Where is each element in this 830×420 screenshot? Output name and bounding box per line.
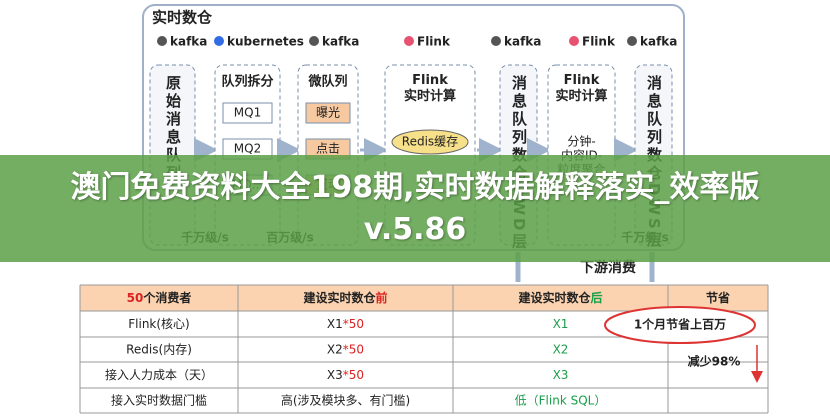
item-label: Redis缓存 [402,135,458,149]
cell-part: 节省 [706,290,730,305]
logo-icon [157,36,167,46]
logo-label: kafka [504,35,541,49]
table-cell: X3*50 [327,368,364,382]
cell-part: 前 [376,290,388,305]
table-cell: 接入实时数据门槛 [111,392,207,407]
cell-part: 50 [127,291,144,305]
column-title: Flink 实时计算 [404,73,456,104]
cell-part: *50 [343,317,364,331]
item-label: MQ1 [234,106,261,120]
cell-part: X3 [553,368,569,382]
cell-part: *50 [343,342,364,356]
logo-icon [404,36,414,46]
table-cell: 建设实时数仓后 [517,290,602,305]
logo-label: kafka [322,35,359,49]
logo-icon [214,36,224,46]
cell-part: Redis(内存) [126,342,192,356]
downstream-label: 下游消费 [580,259,636,276]
cell-part: 后 [591,290,603,305]
logo-icon [569,36,579,46]
logo-label: Flink [582,35,616,49]
column-title-line: 实时计算 [555,88,607,104]
column-title-line: 实时计算 [404,88,456,104]
table-cell: X3 [553,368,569,382]
column-title-line: Flink [412,73,448,88]
table-cell: Flink(核心) [128,317,190,331]
logo-icon [309,36,319,46]
logo-label: kafka [640,35,677,49]
logo-label: Flink [417,35,451,49]
highlight-ellipse [604,306,756,344]
cell-part: X2 [327,342,343,356]
table-cell: 接入人力成本（天） [105,367,213,382]
item-label: 点击 [316,142,340,156]
cell-part: 建设实时数仓 [517,290,591,305]
column-title: 微队列 [307,74,347,90]
table-cell: X2*50 [327,342,364,356]
column-title: Flink 实时计算 [555,73,607,104]
cache-cylinder [391,129,469,155]
cell-part: 接入实时数据门槛 [111,392,207,407]
logo-icon [627,36,637,46]
item-label: MQ2 [234,142,261,156]
banner: 澳门免费资料大全198期,实时数据解释落实_效率版v.5.86 [0,155,830,262]
column-title: 队列拆分 [221,74,273,90]
cell-part: 低（Flink SQL） [515,393,607,407]
cell-part: X2 [553,342,569,356]
logo-label: kafka [170,35,207,49]
cell-part: X1 [327,317,343,331]
cell-part: 建设实时数仓 [302,290,376,305]
cell-part: 接入人力成本（天） [105,367,213,382]
logo-label: kubernetes [227,35,304,49]
table-cell: 节省 [706,290,730,305]
table-cell: X1*50 [327,317,364,331]
item-box [305,102,351,124]
table-cell: 50个消费者 [127,290,192,305]
annotation: 减少98% [688,354,741,369]
table-header-bg [80,285,768,311]
table-cell: 低（Flink SQL） [515,393,607,407]
item-label: 分钟- [567,134,595,149]
table-cell: 高(涉及模块多、有门槛) [281,392,410,407]
annotation: 1个月节省上百万 [634,317,726,332]
cell-part: 个消费者 [142,290,191,305]
banner-text: 澳门免费资料大全198期,实时数据解释落实_效率版v.5.86 [70,169,760,247]
cell-part: X3 [327,368,343,382]
item-box [222,102,273,124]
table-cell: X1 [553,317,569,331]
diagram-title: 实时数仓 [152,9,213,27]
logo-icon [491,36,501,46]
column-title-line: Flink [564,73,600,88]
cell-part: Flink(核心) [128,317,190,331]
cell-part: X1 [553,317,569,331]
table-cell: Redis(内存) [126,342,192,356]
cell-part: *50 [343,368,364,382]
cell-part: 高(涉及模块多、有门槛) [281,392,410,407]
table-cell: 建设实时数仓前 [302,290,387,305]
table-cell: X2 [553,342,569,356]
item-label: 曝光 [316,106,340,120]
